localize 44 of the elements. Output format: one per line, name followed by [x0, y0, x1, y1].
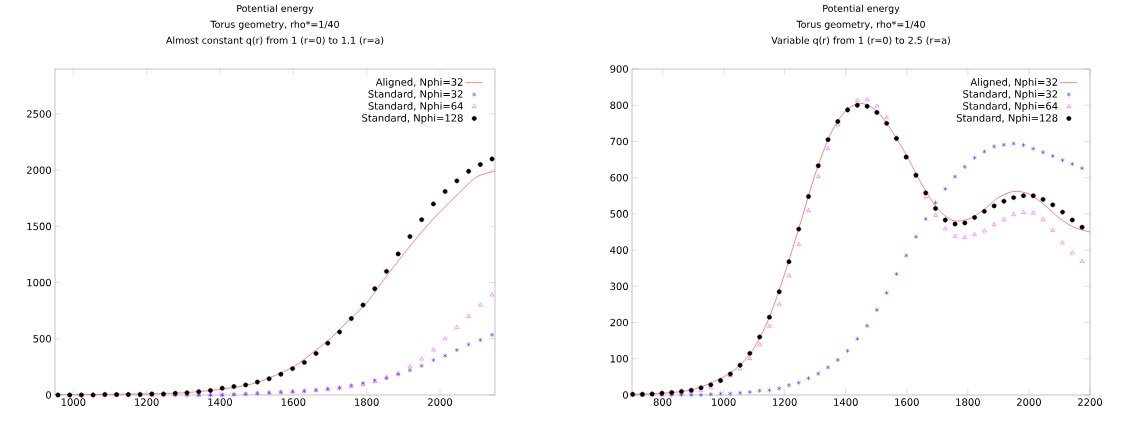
text: Almost constant q(r) from 1 (r=0) to 1.1 (r=a) [166, 36, 384, 46]
x-tick-label: 1400 [208, 398, 233, 406]
y-tick-label: 200 [610, 318, 628, 327]
chart-title: Potential energy [823, 4, 900, 14]
x-tick-label: 1800 [956, 398, 980, 406]
legend-label: Aligned, Nphi=32 [970, 78, 1058, 88]
legend-label: Standard, Nphi=32 [963, 90, 1058, 100]
y-tick-label: 2500 [27, 110, 51, 118]
x-tick-label: 1200 [773, 398, 797, 406]
y-tick-label: 1000 [27, 278, 51, 287]
x-tick-label: 1600 [281, 398, 306, 406]
x-tick-label: 1200 [135, 398, 159, 406]
y-tick-label: 100 [610, 355, 628, 363]
x-tick-label: 1800 [355, 398, 379, 406]
chart-subtitle: Torus geometry, rho*=1/40 [796, 20, 925, 30]
chart-subtitle: Torus geometry, rho*=1/40 [210, 20, 339, 30]
y-tick-label: 400 [610, 246, 628, 254]
y-tick-label: 600 [610, 173, 628, 182]
chart-title: Potential energy [237, 4, 314, 14]
x-tick-label: 1000 [712, 398, 736, 406]
legend-label: Standard, Nphi=64 [368, 102, 463, 112]
x-tick-label: 1600 [895, 398, 919, 406]
legend-label: Standard, Nphi=64 [963, 102, 1058, 112]
y-tick-label: 900 [610, 65, 628, 73]
legend-label: Standard, Nphi=32 [368, 90, 463, 100]
x-tick-label: 2000 [1017, 398, 1041, 406]
y-tick-label: 0 [45, 391, 51, 399]
y-tick-label: 700 [610, 137, 628, 146]
y-tick-label: 500 [610, 210, 628, 218]
x-tick-label: 800 [653, 398, 672, 406]
y-tick-label: 2000 [27, 166, 51, 174]
x-tick-label: 1400 [834, 398, 858, 406]
x-tick-label: 2000 [428, 398, 453, 406]
y-tick-label: 0 [622, 391, 629, 399]
y-tick-label: 800 [610, 101, 628, 109]
legend-label: Aligned, Nphi=32 [375, 78, 463, 88]
text: Variable q(r) from 1 (r=0) to 2.5 (r=a) [771, 36, 950, 46]
legend-label: Standard, Nphi=128 [956, 113, 1058, 124]
x-tick-label: 1000 [61, 398, 86, 406]
y-tick-label: 300 [610, 282, 628, 291]
y-tick-label: 1500 [27, 222, 51, 231]
x-tick-label: 2200 [1078, 398, 1103, 406]
legend-label: Standard, Nphi=128 [362, 113, 463, 124]
y-tick-label: 500 [33, 335, 51, 343]
